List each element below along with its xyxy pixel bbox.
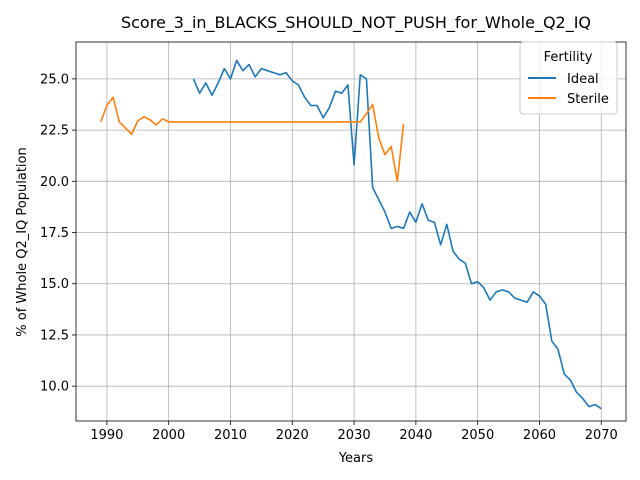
y-tick-label: 25.0 xyxy=(40,72,69,87)
y-tick-label: 17.5 xyxy=(40,226,69,241)
x-tick-label: 2050 xyxy=(461,428,494,443)
x-axis-ticks: 1990 2000 2010 2020 2030 2040 2050 2060 2070 xyxy=(90,421,618,443)
y-tick-label: 20.0 xyxy=(40,175,69,190)
x-tick-label: 2010 xyxy=(214,428,247,443)
x-tick-label: 2070 xyxy=(585,428,618,443)
legend: Fertility Ideal Sterile xyxy=(519,41,618,115)
y-axis-title: % of Whole Q2_IQ Population xyxy=(15,147,30,336)
y-axis-ticks: 10.0 12.5 15.0 17.5 20.0 22.5 25.0 xyxy=(40,72,76,395)
x-tick-label: 2060 xyxy=(523,428,556,443)
legend-title: Fertility xyxy=(544,50,593,65)
y-tick-label: 10.0 xyxy=(40,380,69,395)
y-tick-label: 22.5 xyxy=(40,124,69,139)
plot-frame xyxy=(75,41,627,422)
legend-box xyxy=(519,41,618,115)
x-tick-label: 1990 xyxy=(90,428,123,443)
x-axis-title: Years xyxy=(338,451,374,466)
chart-title: Score_3_in_BLACKS_SHOULD_NOT_PUSH_for_Wh… xyxy=(121,13,591,33)
series-lines xyxy=(99,59,602,410)
series-line-ideal xyxy=(192,59,602,410)
x-tick-label: 2040 xyxy=(399,428,432,443)
legend-label-ideal: Ideal xyxy=(567,72,599,87)
x-tick-label: 2020 xyxy=(276,428,309,443)
y-tick-label: 15.0 xyxy=(40,277,69,292)
x-tick-label: 2030 xyxy=(338,428,371,443)
y-tick-label: 12.5 xyxy=(40,328,69,343)
legend-label-sterile: Sterile xyxy=(567,92,609,107)
series-line-sterile xyxy=(99,96,405,183)
x-tick-label: 2000 xyxy=(152,428,185,443)
